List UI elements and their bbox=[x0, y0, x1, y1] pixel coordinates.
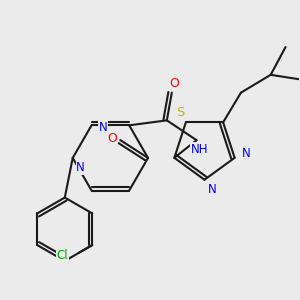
Text: Cl: Cl bbox=[57, 248, 68, 262]
Text: N: N bbox=[208, 183, 217, 196]
Text: N: N bbox=[242, 147, 251, 161]
Text: N: N bbox=[76, 161, 85, 174]
Text: N: N bbox=[99, 121, 108, 134]
Text: O: O bbox=[107, 132, 117, 145]
Text: O: O bbox=[169, 77, 179, 90]
Text: S: S bbox=[176, 106, 184, 119]
Text: NH: NH bbox=[191, 142, 208, 156]
